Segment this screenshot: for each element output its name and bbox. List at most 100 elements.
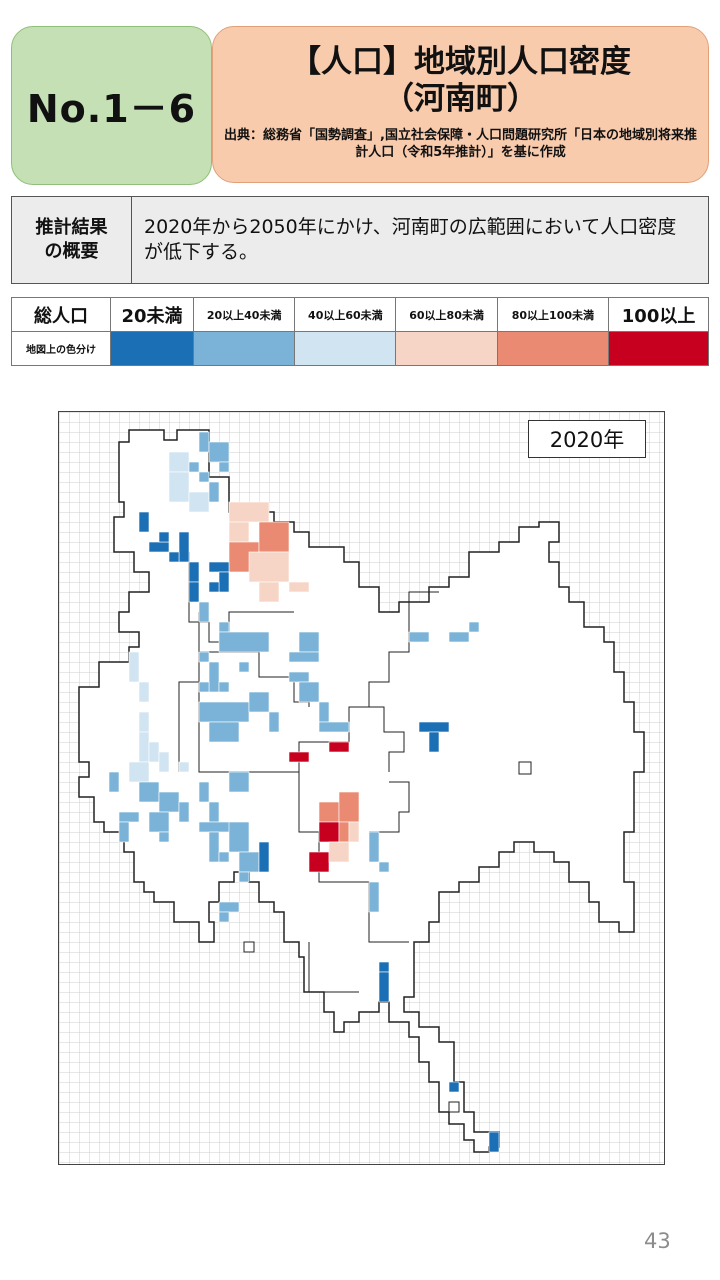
density-cell (128, 761, 150, 783)
legend-class-label: 40以上60未満 (294, 297, 397, 332)
density-cell (418, 721, 450, 733)
density-cell (198, 781, 210, 803)
density-cell (198, 701, 250, 723)
density-cell (208, 831, 220, 863)
density-cell (248, 691, 270, 713)
legend-head-label: 総人口 (11, 297, 111, 332)
density-cell (208, 481, 220, 503)
density-cell (218, 911, 230, 923)
density-cell (228, 821, 250, 853)
density-cell (228, 501, 270, 523)
density-cell (318, 721, 350, 733)
page-subtitle: （河南町） (383, 81, 538, 117)
density-cell (318, 821, 340, 843)
density-cell (298, 631, 320, 653)
density-cell (308, 851, 330, 873)
density-cell (488, 1131, 500, 1153)
density-cell (148, 741, 160, 763)
density-cell (158, 831, 170, 843)
density-cell (348, 821, 360, 843)
density-cell (138, 781, 160, 803)
density-cell (188, 561, 200, 583)
density-cell (158, 531, 170, 543)
density-cell (118, 811, 140, 823)
density-cell (138, 731, 150, 763)
density-cell (218, 851, 230, 863)
density-cell (178, 531, 190, 563)
density-cell (378, 861, 390, 873)
density-cell (168, 471, 190, 503)
density-cell (448, 1081, 460, 1093)
density-cell (338, 791, 360, 823)
density-cell (178, 761, 190, 773)
density-cell (318, 801, 340, 823)
density-cell (208, 661, 220, 693)
summary-text: 2020年から2050年にかけ、河南町の広範囲において人口密度が低下する。 (144, 216, 677, 263)
density-cell (248, 551, 290, 583)
density-cell (138, 511, 150, 533)
legend-class-label: 100以上 (608, 297, 709, 332)
legend-row-label: 地図上の色分け (11, 331, 111, 366)
section-number: No.1－6 (26, 87, 197, 131)
legend-class-label: 80以上100未満 (496, 297, 610, 332)
summary-label: 推計結果 の概要 (12, 197, 132, 283)
density-cells (108, 431, 500, 1153)
density-cell (238, 661, 250, 673)
density-cell (228, 521, 250, 543)
density-cell (428, 731, 440, 753)
density-cell (208, 561, 230, 573)
density-cell (378, 971, 390, 1003)
density-cell (318, 701, 330, 723)
density-cell (198, 431, 210, 453)
legend-swatch (496, 331, 610, 366)
density-cell (148, 541, 170, 553)
density-cell (448, 631, 470, 643)
density-cell (218, 681, 230, 693)
legend-swatch (193, 331, 296, 366)
density-cell (408, 631, 430, 643)
density-cell (258, 521, 290, 553)
density-cell (198, 601, 210, 623)
density-cell (178, 801, 190, 823)
density-cell (208, 801, 220, 823)
density-cell (158, 791, 180, 813)
density-cell (108, 771, 120, 793)
density-cell (298, 681, 320, 703)
density-cell (228, 771, 250, 793)
town-boundary (78, 429, 645, 1153)
density-cell (218, 621, 230, 633)
density-cell (208, 721, 240, 743)
legend-swatch (294, 331, 397, 366)
density-cell (128, 651, 140, 683)
density-cell (238, 851, 260, 873)
density-cell (118, 821, 130, 843)
density-cell (158, 751, 170, 773)
legend-class-label: 20以上40未満 (193, 297, 296, 332)
density-cell (288, 671, 310, 683)
map-year-label: 2020年 (528, 420, 646, 458)
legend-swatch (395, 331, 498, 366)
legend-swatch (608, 331, 709, 366)
page-number: 43 (644, 1229, 671, 1253)
density-cell (138, 681, 150, 703)
density-cell (218, 631, 270, 653)
density-cell (368, 831, 380, 863)
density-cell (288, 651, 320, 663)
density-cell (258, 581, 280, 603)
summary-box: 推計結果 の概要 2020年から2050年にかけ、河南町の広範囲において人口密度… (11, 196, 709, 284)
density-cell (268, 711, 280, 733)
density-cell (168, 551, 180, 563)
density-cell (288, 581, 310, 593)
density-legend: 総人口 20未満 20以上40未満 40以上60未満 60以上80未満 80以上… (11, 297, 709, 366)
density-cell (188, 461, 200, 473)
legend-class-label: 60以上80未満 (395, 297, 498, 332)
density-cell (468, 621, 480, 633)
density-cell (198, 681, 210, 693)
density-map: 2020年 (58, 411, 665, 1165)
density-cell (138, 711, 150, 733)
density-cell (168, 451, 190, 473)
density-cell (208, 581, 220, 593)
density-cell (328, 841, 350, 863)
density-cell (368, 881, 380, 913)
density-cell (378, 961, 390, 973)
